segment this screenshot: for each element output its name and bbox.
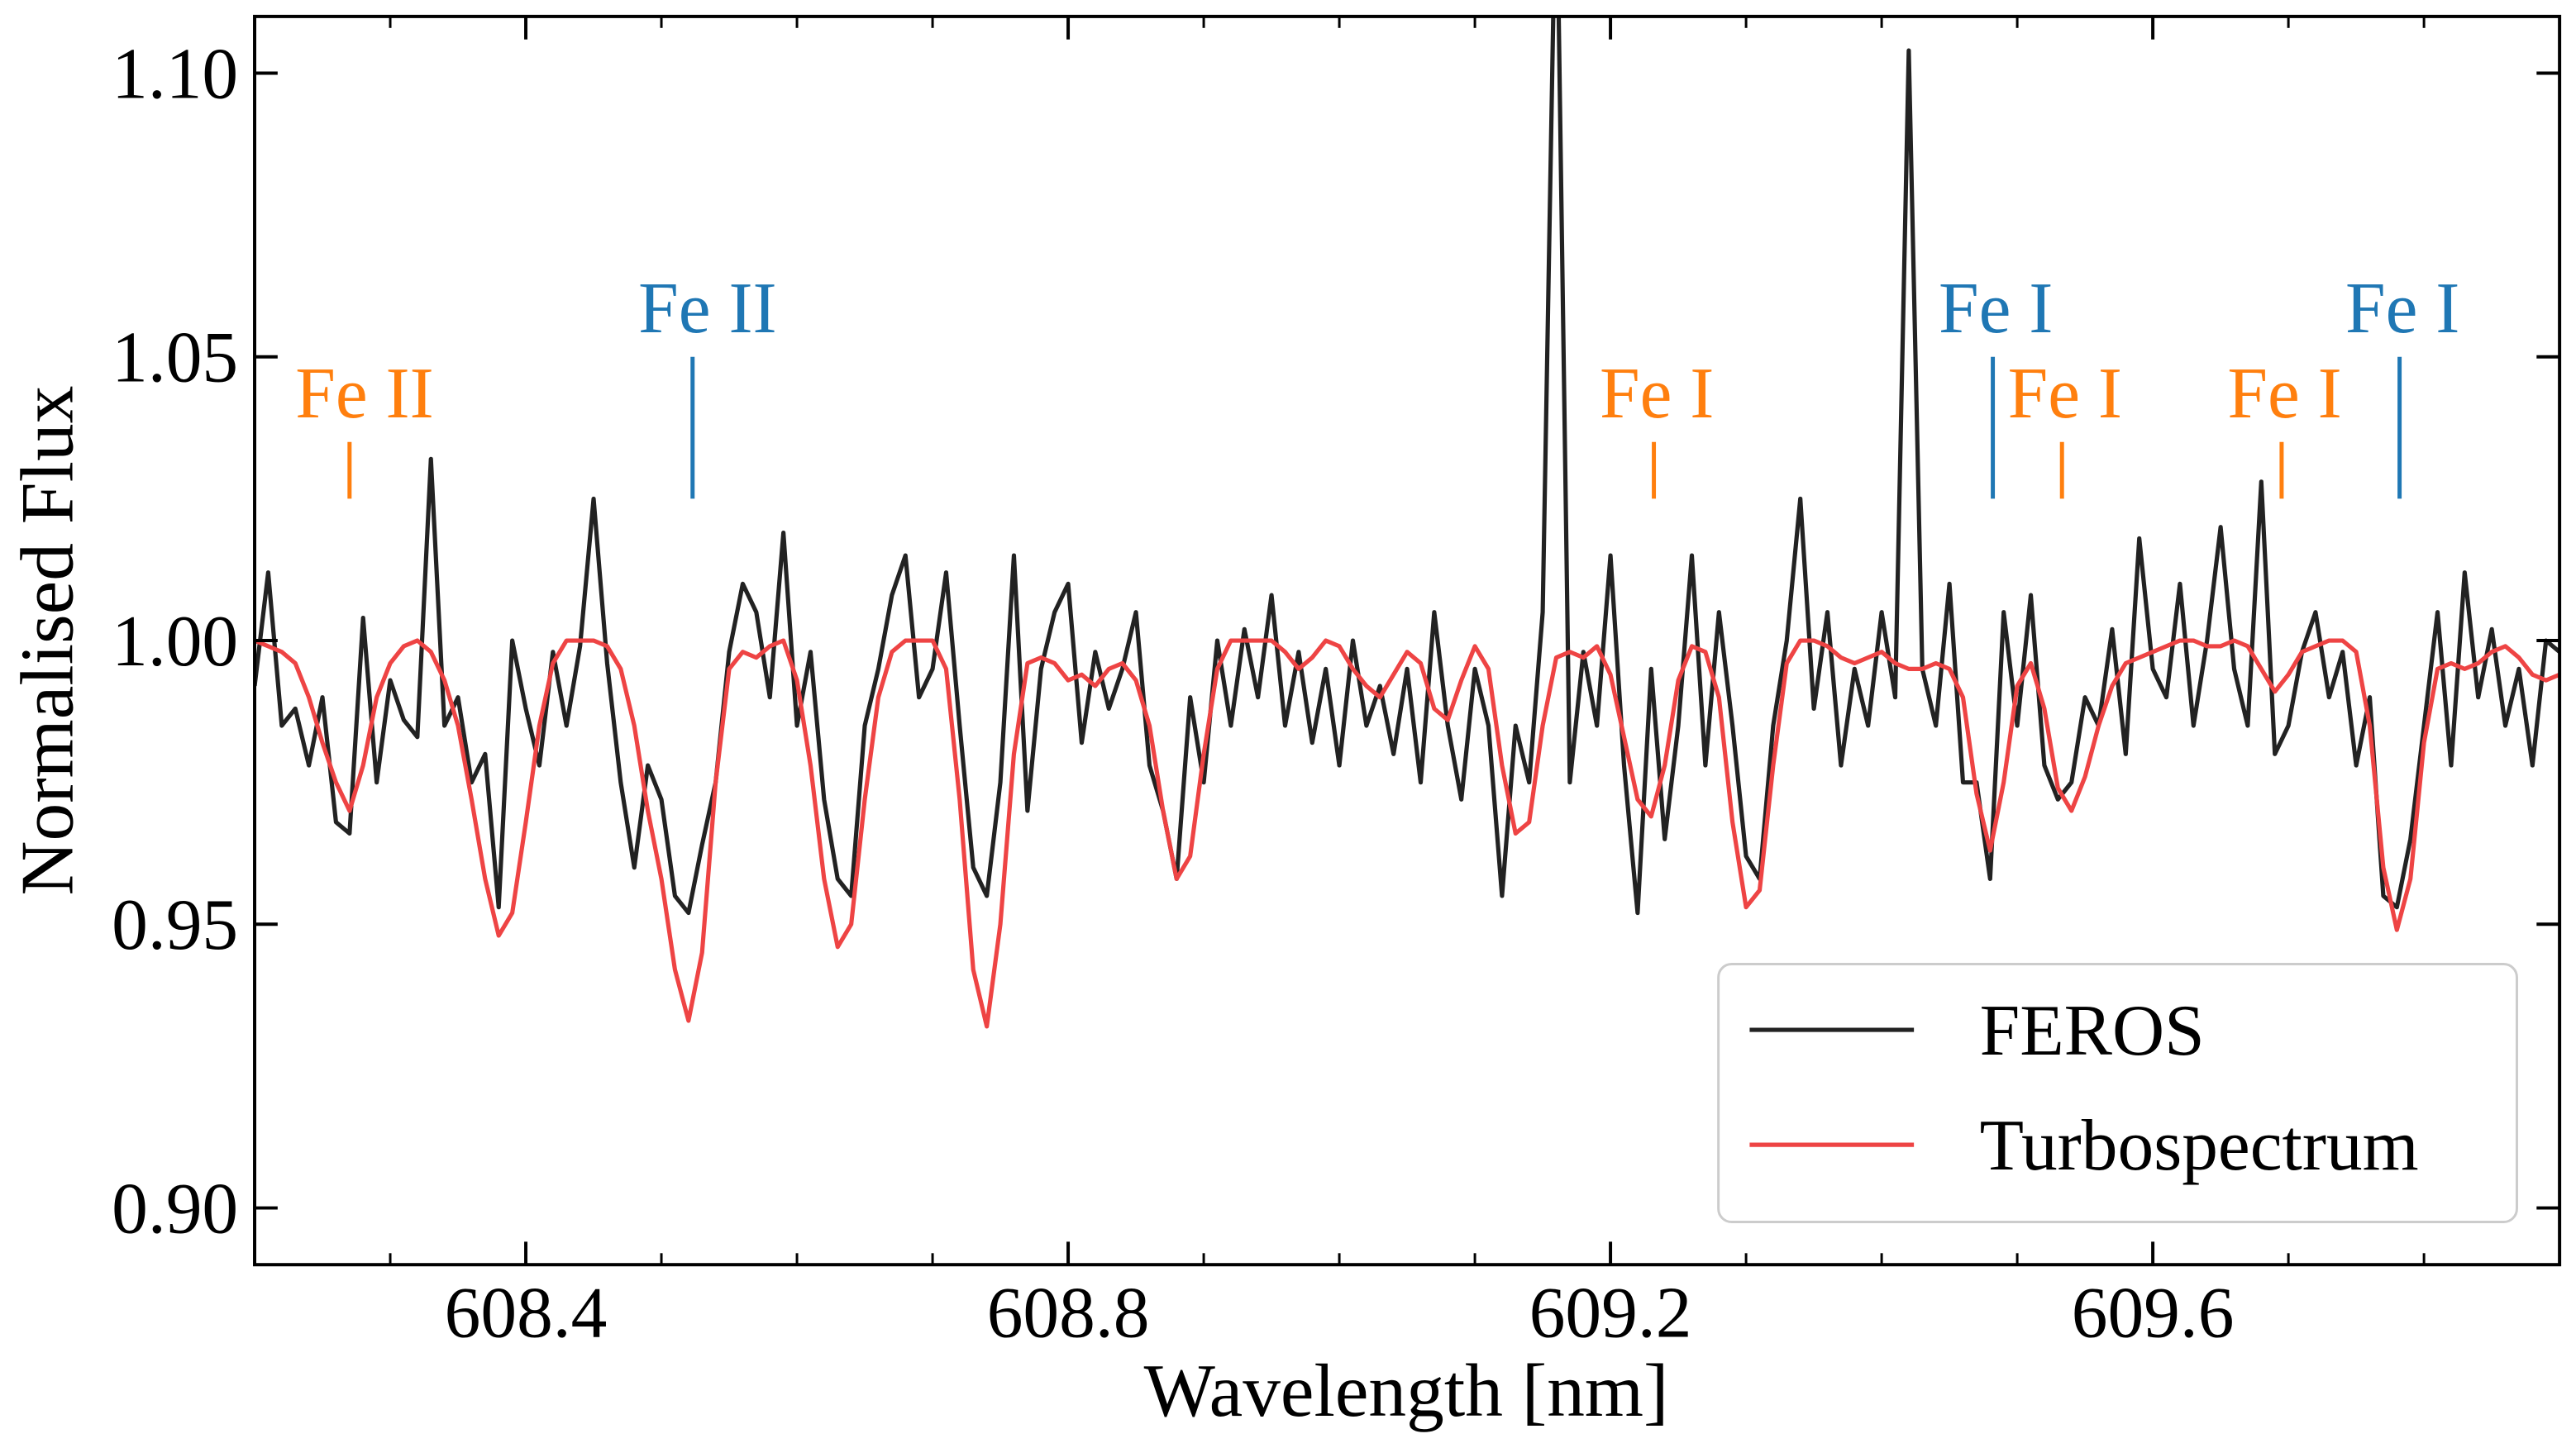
series-line: [255, 16, 2560, 916]
x-tick-label: 609.6: [2072, 1273, 2235, 1353]
y-tick-label: 1.05: [112, 317, 238, 398]
y-tick-label: 1.00: [112, 601, 238, 681]
legend-label: Turbospectrum: [1980, 1105, 2419, 1185]
y-tick-label: 0.95: [112, 884, 238, 965]
x-tick-label: 608.8: [987, 1273, 1150, 1353]
annotation-label: Fe I: [2345, 268, 2459, 348]
x-tick-label: 608.4: [445, 1273, 608, 1353]
annotation-label: Fe II: [638, 268, 777, 348]
legend-label: FEROS: [1980, 990, 2205, 1070]
y-tick-label: 1.10: [112, 33, 238, 113]
annotation-label: Fe I: [2008, 353, 2122, 433]
series-line: [255, 638, 2560, 1029]
x-tick-label: 609.2: [1529, 1273, 1692, 1353]
plot-area: [255, 16, 2560, 1029]
y-tick-label: 0.90: [112, 1168, 238, 1248]
annotation-label: Fe I: [1600, 353, 1714, 433]
y-axis-label: Normalised Flux: [5, 386, 88, 896]
legend-box: [1717, 963, 2518, 1224]
x-axis-label: Wavelength [nm]: [1144, 1349, 1669, 1432]
annotation-label: Fe II: [295, 353, 434, 433]
annotation-label: Fe I: [2227, 353, 2341, 433]
annotation-label: Fe I: [1939, 268, 2053, 348]
